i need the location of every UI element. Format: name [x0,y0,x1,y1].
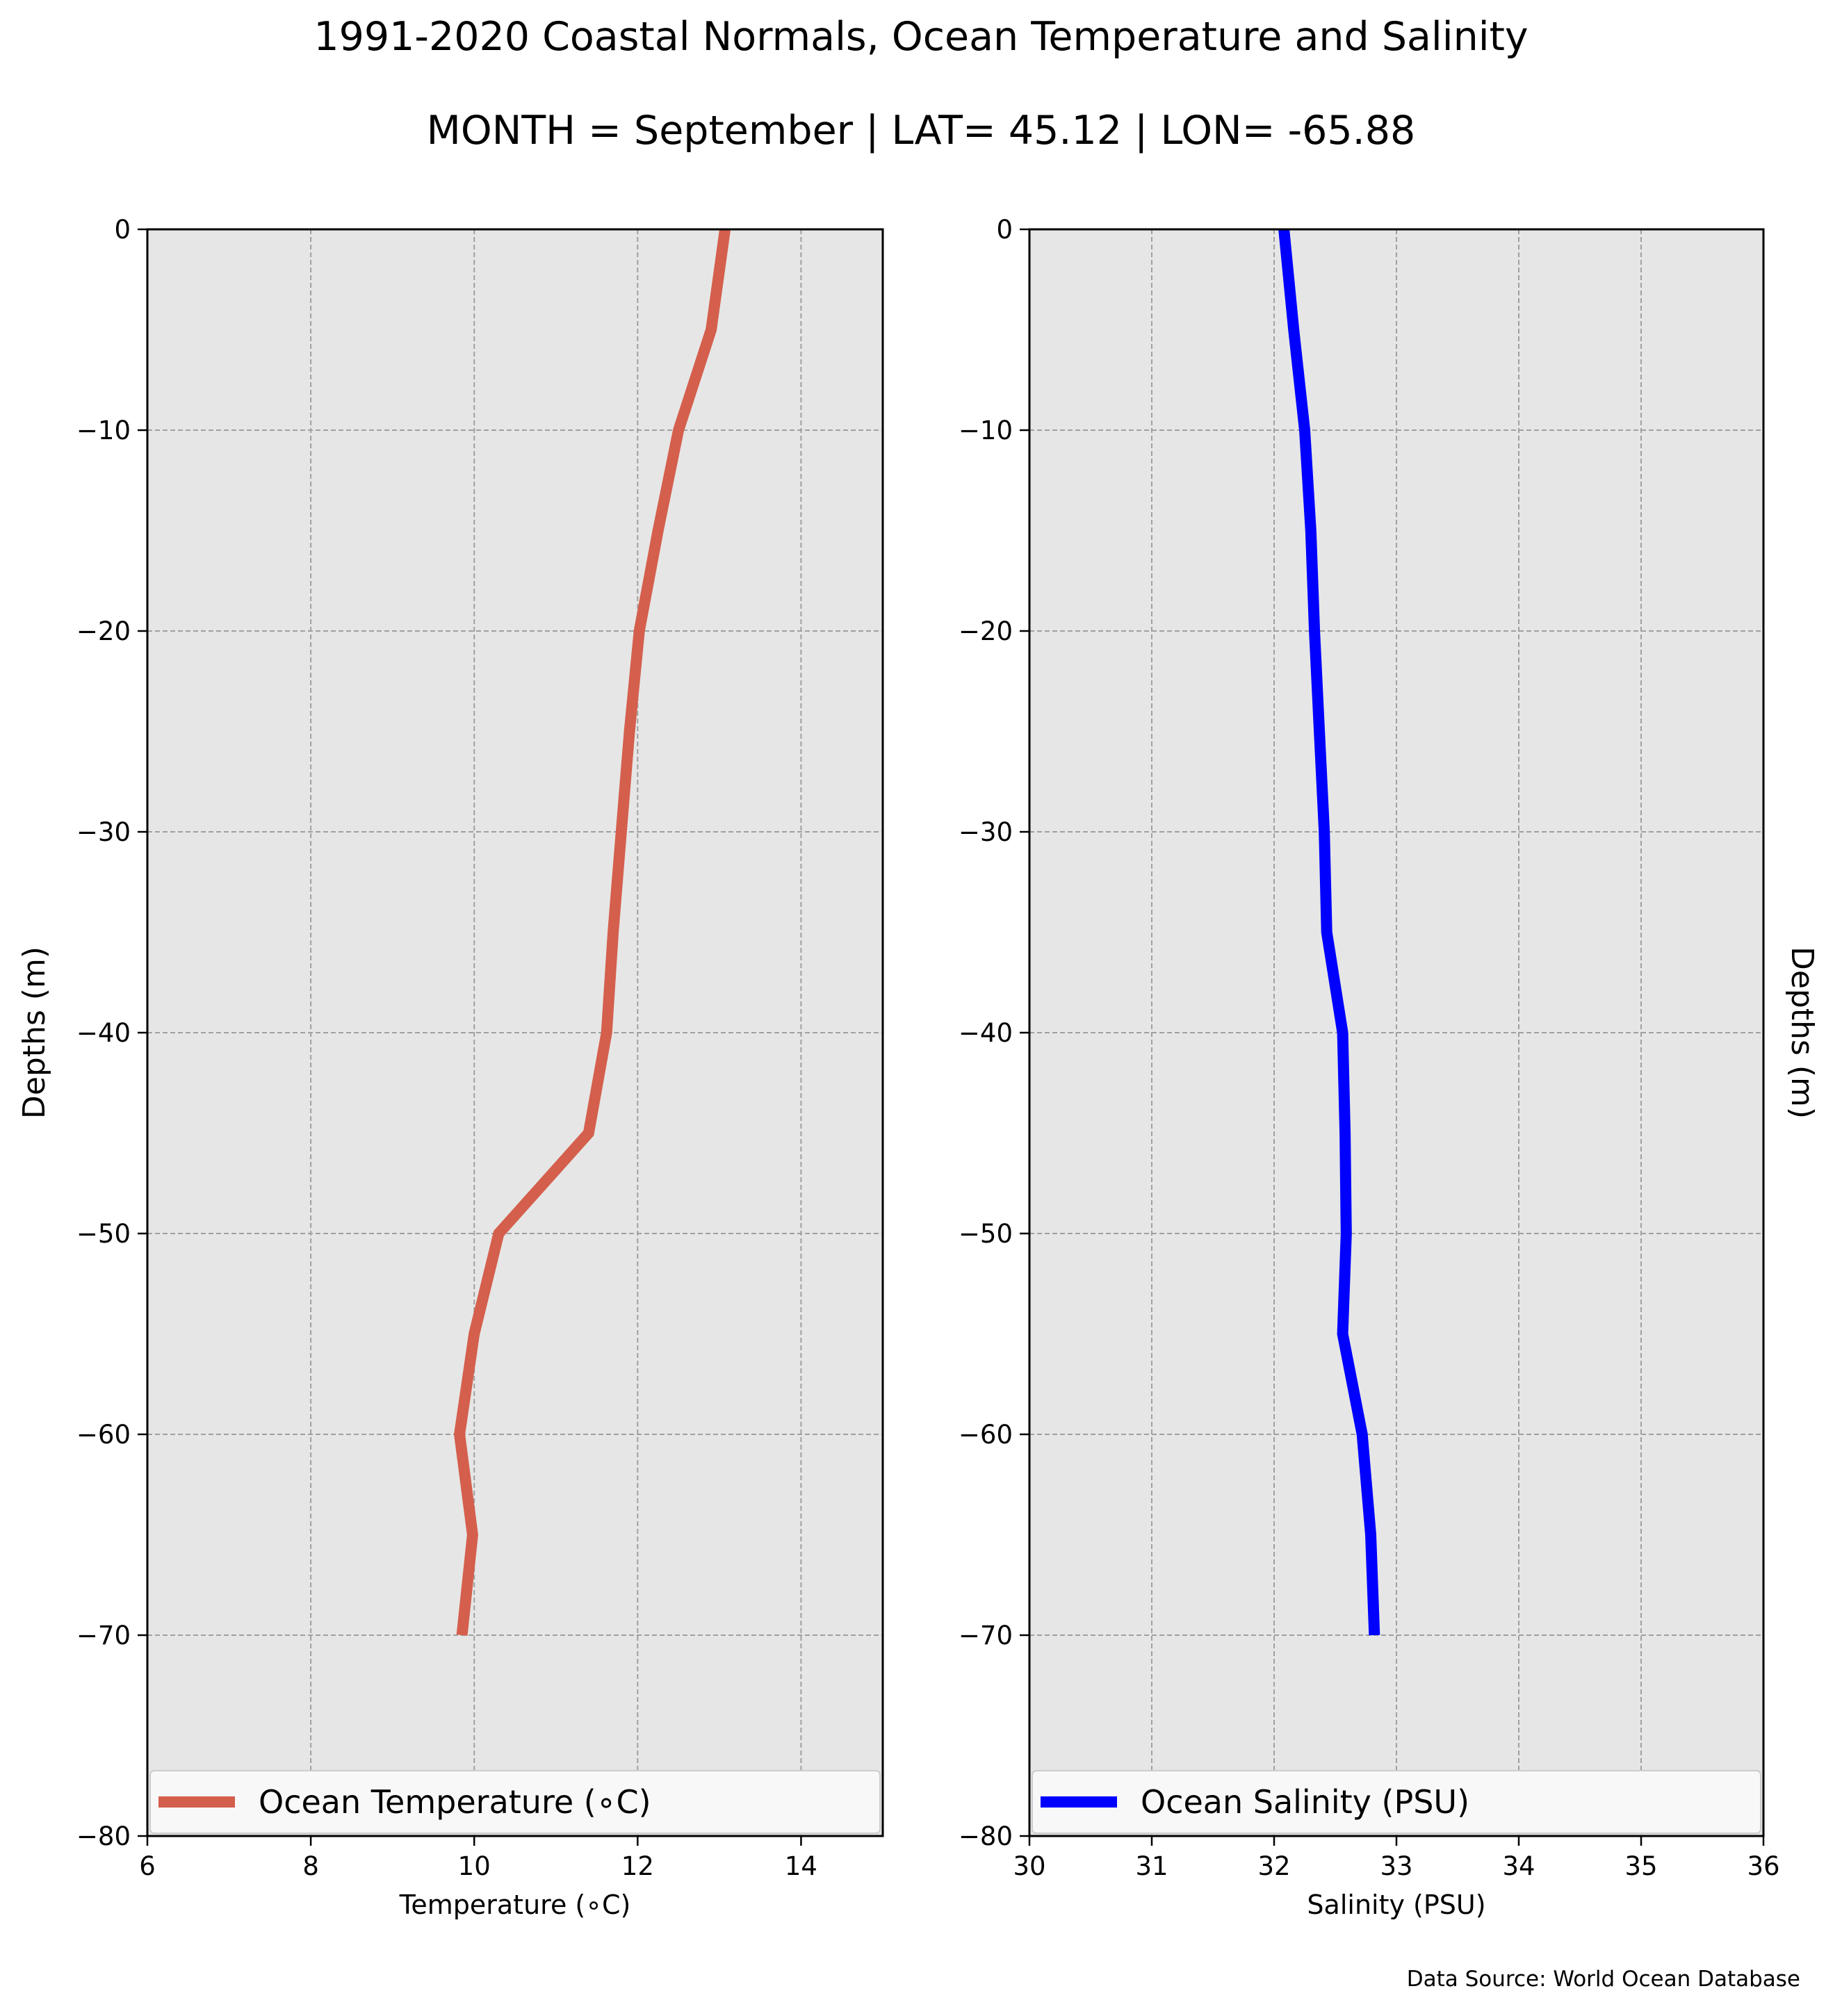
temperature-ytick-label: −40 [76,1018,131,1048]
temperature-ytick-label: −70 [76,1621,131,1650]
salinity-xtick-label: 30 [1013,1851,1045,1881]
salinity-ytick-label: −30 [959,817,1013,847]
salinity-xtick-label: 32 [1257,1851,1290,1881]
chart-title: 1991-2020 Coastal Normals, Ocean Tempera… [313,14,1529,60]
temperature-ytick-label: −50 [76,1219,131,1249]
salinity-xtick-label: 34 [1502,1851,1535,1881]
temperature-yaxis-label: Depths (m) [17,946,52,1119]
salinity-ytick-label: −20 [959,616,1013,646]
temperature-xtick-label: 14 [785,1851,817,1881]
salinity-ytick-label: −40 [959,1018,1013,1048]
temperature-ytick-label: −30 [76,817,131,847]
salinity-ytick-label: −50 [959,1219,1013,1249]
data-source-note: Data Source: World Ocean Database [1406,1967,1800,1992]
temperature-xaxis-label: Temperature (∘C) [399,1890,631,1920]
salinity-panel: Ocean Salinity (PSU) 30 31 32 33 34 35 36 0 −10 −2… [959,215,1820,1920]
temperature-xtick-label: 12 [621,1851,654,1881]
salinity-ytick-label: −80 [959,1821,1013,1851]
temperature-xtick-label: 6 [139,1851,156,1881]
salinity-ytick-label: −70 [959,1621,1013,1650]
temperature-legend-label: Ocean Temperature (∘C) [259,1783,651,1821]
temperature-series-line [454,228,731,1636]
temperature-ytick-label: −60 [76,1420,131,1450]
salinity-xtick-label: 33 [1380,1851,1412,1881]
temperature-ytick-label: 0 [114,215,131,245]
chart-subtitle: MONTH = September | LAT= 45.12 | LON= -6… [426,108,1416,154]
temperature-xtick-label: 10 [458,1851,491,1881]
temperature-ytick-label: −10 [76,416,131,445]
salinity-ytick-label: −10 [959,416,1013,445]
salinity-legend-label: Ocean Salinity (PSU) [1141,1783,1469,1821]
temperature-legend-box [149,1770,881,1834]
salinity-xaxis-label: Salinity (PSU) [1307,1890,1485,1920]
temperature-panel: Ocean Temperature (∘C) 6 8 10 12 14 0 −10 −20 −30… [17,215,884,1920]
salinity-xtick-label: 31 [1135,1851,1168,1881]
salinity-ytick-label: 0 [996,215,1013,245]
salinity-yaxis-label: Depths (m) [1784,946,1820,1119]
temperature-ytick-label: −80 [76,1821,131,1851]
salinity-ytick-label: −60 [959,1420,1013,1450]
salinity-xtick-label: 36 [1747,1851,1779,1881]
temperature-ytick-label: −20 [76,616,131,646]
salinity-legend-box [1032,1770,1761,1834]
salinity-xtick-label: 35 [1624,1851,1657,1881]
salinity-series-line [1278,229,1380,1636]
temperature-xtick-label: 8 [302,1851,319,1881]
